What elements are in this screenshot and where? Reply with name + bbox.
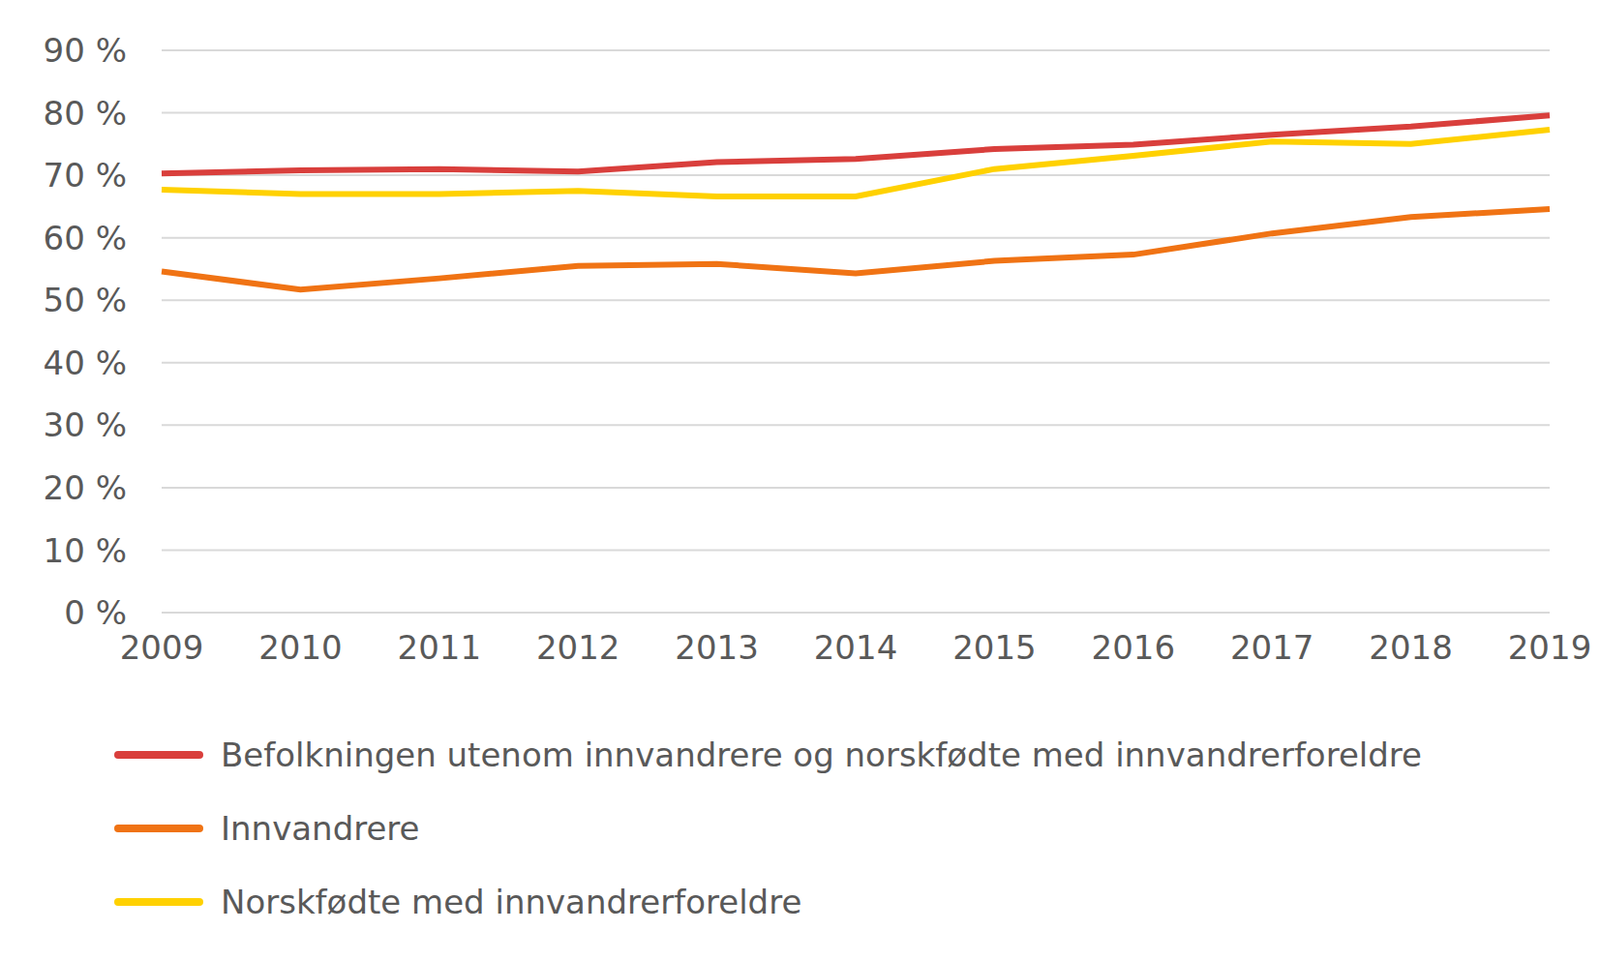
svg-text:2016: 2016	[1091, 628, 1177, 667]
svg-text:2014: 2014	[814, 628, 899, 667]
svg-text:60 %: 60 %	[43, 218, 127, 258]
svg-text:2009: 2009	[120, 628, 205, 667]
html-text:Innvandrere: Innvandrere	[220, 809, 420, 848]
svg-text:2012: 2012	[536, 628, 621, 667]
html-text:Norskfødte med innvandrerforel: Norskfødte med innvandrerforeldre	[220, 882, 802, 922]
svg-text:0 %: 0 %	[63, 593, 127, 633]
svg-text:40 %: 40 %	[43, 343, 127, 383]
svg-text:2019: 2019	[1508, 628, 1593, 667]
svg-text:2017: 2017	[1230, 628, 1315, 667]
svg-text:2010: 2010	[258, 628, 343, 667]
svg-text:20 %: 20 %	[43, 468, 127, 508]
svg-text:2015: 2015	[952, 628, 1037, 667]
svg-text:70 %: 70 %	[43, 155, 127, 195]
svg-text:80 %: 80 %	[43, 93, 127, 133]
svg-text:30 %: 30 %	[43, 405, 127, 445]
svg-text:90 %: 90 %	[43, 30, 127, 70]
svg-text:50 %: 50 %	[43, 280, 127, 320]
svg-text:2018: 2018	[1368, 628, 1453, 667]
svg-text:10 %: 10 %	[43, 531, 127, 571]
html-text:Befolkningen utenom innvandrer: Befolkningen utenom innvandrere og norsk…	[220, 735, 1422, 775]
svg-text:2013: 2013	[674, 628, 759, 667]
svg-text:2011: 2011	[397, 628, 483, 667]
